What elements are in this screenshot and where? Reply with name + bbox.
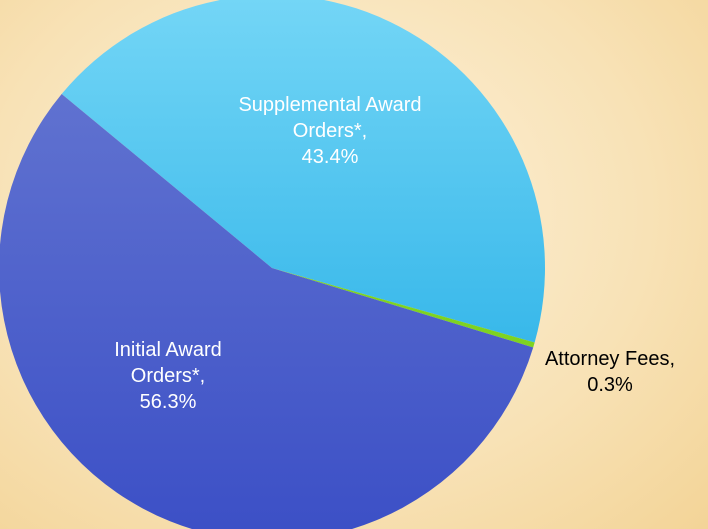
pie-slice [272, 268, 535, 348]
value-label: 0.3% [587, 374, 633, 396]
value-label: 43.4% [301, 146, 359, 168]
category-label: Supplemental Award Orders* [235, 92, 425, 144]
slice-label: Attorney Fees 0.3% [525, 346, 695, 398]
category-label: Attorney Fees [525, 346, 695, 372]
pie-slice [0, 93, 534, 529]
value-label: 56.3% [139, 391, 197, 413]
slice-label: Supplemental Award Orders* 43.4% [235, 92, 425, 170]
category-label: Initial Award Orders* [83, 337, 253, 389]
slice-label: Initial Award Orders* 56.3% [83, 337, 253, 415]
pie-slice [61, 0, 545, 343]
